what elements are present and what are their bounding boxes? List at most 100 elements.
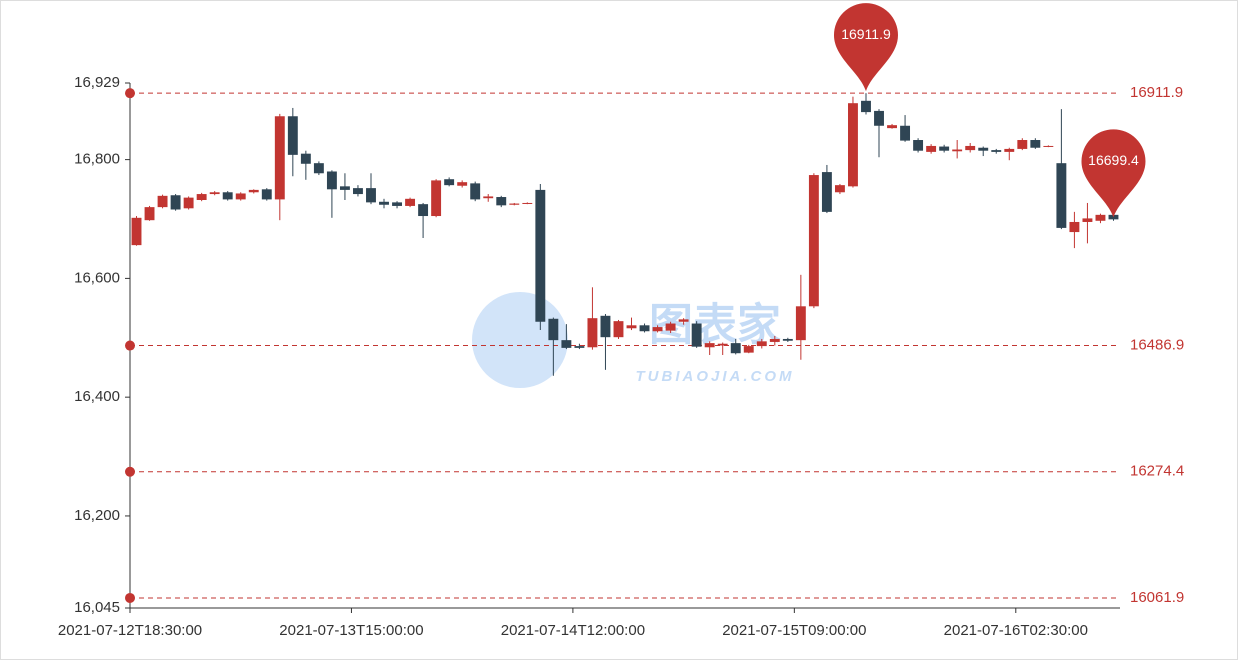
candle-body: [274, 116, 285, 200]
candle-body: [235, 193, 246, 200]
candle-body: [535, 189, 546, 322]
candle-body: [613, 321, 624, 338]
candle-body: [548, 318, 559, 341]
y-tick-label: 16,400: [74, 388, 120, 405]
candle-body: [287, 116, 298, 155]
candle-body: [405, 198, 416, 206]
candle-body: [261, 189, 272, 200]
candle-body: [691, 323, 702, 347]
candle-body: [339, 186, 350, 190]
candle-body: [704, 343, 715, 348]
candle-body: [808, 175, 819, 307]
candle-body: [483, 196, 494, 199]
candle-body: [1004, 148, 1015, 152]
candle-body: [248, 189, 259, 193]
x-tick-label: 2021-07-13T15:00:00: [279, 622, 423, 639]
y-tick-label: 16,600: [74, 269, 120, 286]
candle-body: [665, 323, 676, 331]
candle-body: [1095, 214, 1106, 221]
x-tick-label: 2021-07-14T12:00:00: [501, 622, 645, 639]
x-tick-label: 2021-07-12T18:30:00: [58, 622, 202, 639]
candle-body: [1043, 145, 1054, 147]
candle-body: [913, 140, 924, 151]
candle-body: [939, 146, 950, 151]
candle-body: [600, 315, 611, 338]
candle-body: [574, 346, 585, 348]
candle-body: [326, 171, 337, 190]
candle-body: [756, 341, 767, 347]
mark-line-dot: [125, 592, 135, 603]
candle-body: [157, 195, 168, 208]
candle-body: [730, 343, 741, 354]
candle-body: [313, 163, 324, 174]
candle-body: [978, 147, 989, 151]
candle-body: [861, 100, 871, 113]
candle-body: [1069, 221, 1080, 233]
watermark-subtitle: TUBIAOJIA.COM: [636, 368, 795, 385]
mark-pin: [833, 3, 898, 92]
candle-body: [222, 192, 233, 200]
candle-body: [1030, 140, 1041, 148]
candle-body: [131, 217, 142, 246]
candle-body: [652, 327, 663, 332]
candle-body: [196, 194, 207, 200]
candle-body: [926, 145, 937, 152]
candle-body: [366, 188, 376, 203]
y-tick-label: 16,800: [74, 151, 120, 168]
mark-pin-label: 16911.9: [841, 26, 891, 42]
mark-line-dot: [125, 466, 135, 477]
candle-body: [561, 340, 572, 348]
candle-body: [965, 145, 976, 151]
candle-body: [743, 346, 754, 353]
candle-body: [496, 197, 507, 206]
candle-body: [639, 325, 650, 332]
candle-body: [170, 195, 181, 210]
y-tick-label: 16,045: [74, 599, 120, 616]
candle-body: [952, 149, 963, 152]
x-tick-label: 2021-07-16T02:30:00: [944, 622, 1088, 639]
candle-body: [209, 192, 220, 195]
x-tick-label: 2021-07-15T09:00:00: [722, 622, 866, 639]
mark-line-label: 16486.9: [1130, 337, 1184, 354]
candle-body: [300, 153, 311, 164]
candle-body: [431, 180, 442, 217]
candle-body: [379, 201, 389, 205]
candle-body: [887, 125, 897, 129]
candle-body: [678, 319, 689, 322]
candle-body: [522, 202, 533, 204]
candle-body: [470, 183, 481, 200]
candle-body: [782, 338, 793, 341]
candle-body: [1082, 218, 1093, 222]
candle-body: [418, 204, 429, 217]
candle-body: [626, 325, 637, 329]
candle-body: [848, 103, 858, 187]
candle-body: [874, 110, 884, 126]
candle-body: [144, 207, 155, 221]
mark-line-label: 16061.9: [1130, 589, 1184, 606]
y-tick-label: 16,200: [74, 507, 120, 524]
candle-body: [457, 182, 468, 186]
mark-line-dot: [125, 88, 135, 99]
candle-body: [444, 179, 455, 186]
candle-body: [392, 202, 402, 206]
candle-body: [587, 318, 598, 348]
candle-body: [821, 172, 832, 212]
candle-body: [991, 150, 1002, 152]
candle-body: [769, 338, 780, 342]
candle-body: [834, 185, 845, 193]
candle-body: [717, 343, 728, 346]
candle-body: [1017, 140, 1028, 149]
mark-pin: [1081, 129, 1146, 218]
candle-body: [509, 203, 520, 205]
mark-line-dot: [125, 340, 135, 351]
mark-line-label: 16274.4: [1130, 463, 1184, 480]
candle-body: [1056, 163, 1067, 228]
candle-body: [353, 188, 363, 195]
y-tick-label: 16,929: [74, 74, 120, 91]
candle-body: [900, 125, 911, 141]
mark-line-label: 16911.9: [1130, 84, 1183, 101]
mark-pin-label: 16699.4: [1088, 152, 1139, 168]
candle-body: [183, 197, 194, 209]
candle-body: [795, 306, 806, 341]
